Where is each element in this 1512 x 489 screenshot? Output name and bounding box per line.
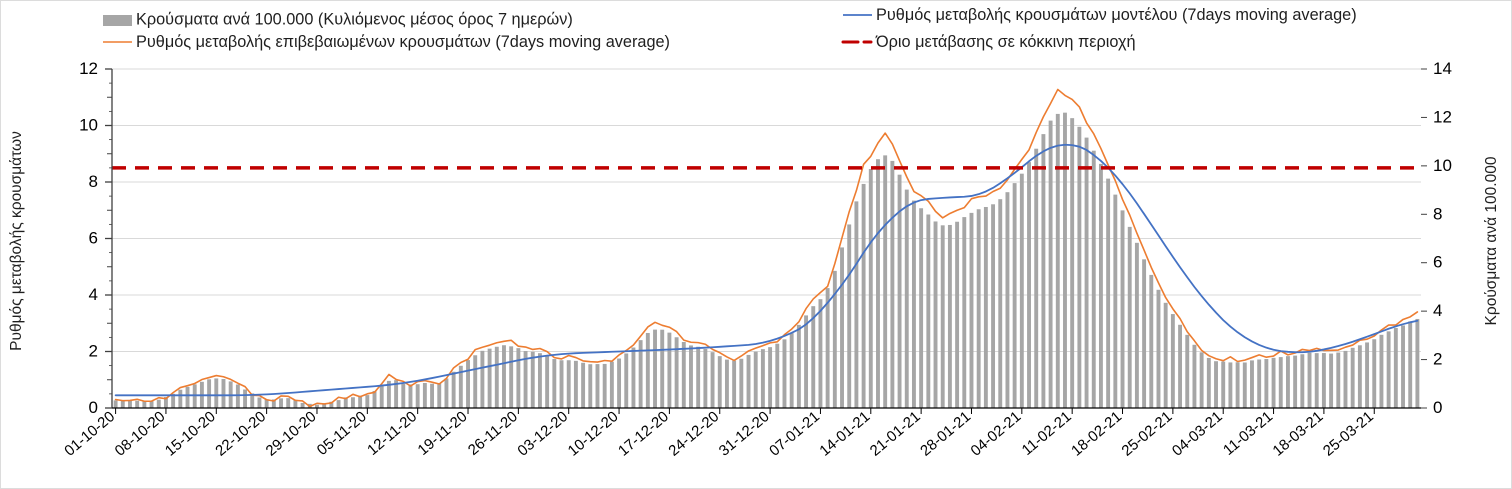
svg-text:4: 4 xyxy=(89,285,98,304)
svg-text:8: 8 xyxy=(1433,204,1442,223)
svg-text:10: 10 xyxy=(79,116,98,135)
svg-text:Ρυθμός μεταβολής κρουσμάτων: Ρυθμός μεταβολής κρουσμάτων xyxy=(8,131,25,351)
svg-text:Ρυθμός μεταβολής κρουσμάτων μο: Ρυθμός μεταβολής κρουσμάτων μοντέλου (7d… xyxy=(876,6,1357,24)
svg-text:2: 2 xyxy=(89,342,98,361)
svg-text:Κρούσματα ανά 100.000 (Κυλιόμε: Κρούσματα ανά 100.000 (Κυλιόμενος μέσος … xyxy=(136,11,573,29)
svg-text:Ρυθμός μεταβολής επιβεβαιωμένω: Ρυθμός μεταβολής επιβεβαιωμένων κρουσμάτ… xyxy=(136,33,670,51)
svg-text:0: 0 xyxy=(89,398,98,417)
svg-text:4: 4 xyxy=(1433,301,1442,320)
svg-text:12: 12 xyxy=(1433,107,1452,126)
svg-text:8: 8 xyxy=(89,172,98,191)
svg-text:6: 6 xyxy=(89,229,98,248)
svg-text:6: 6 xyxy=(1433,253,1442,272)
svg-text:Κρούσματα ανά 100.000: Κρούσματα ανά 100.000 xyxy=(1483,156,1500,325)
svg-text:2: 2 xyxy=(1433,350,1442,369)
svg-text:12: 12 xyxy=(79,59,98,78)
svg-text:14: 14 xyxy=(1433,59,1452,78)
svg-text:Όριο μετάβασης σε κόκκινη περι: Όριο μετάβασης σε κόκκινη περιοχή xyxy=(875,33,1136,51)
svg-text:10: 10 xyxy=(1433,156,1452,175)
svg-text:0: 0 xyxy=(1433,398,1442,417)
